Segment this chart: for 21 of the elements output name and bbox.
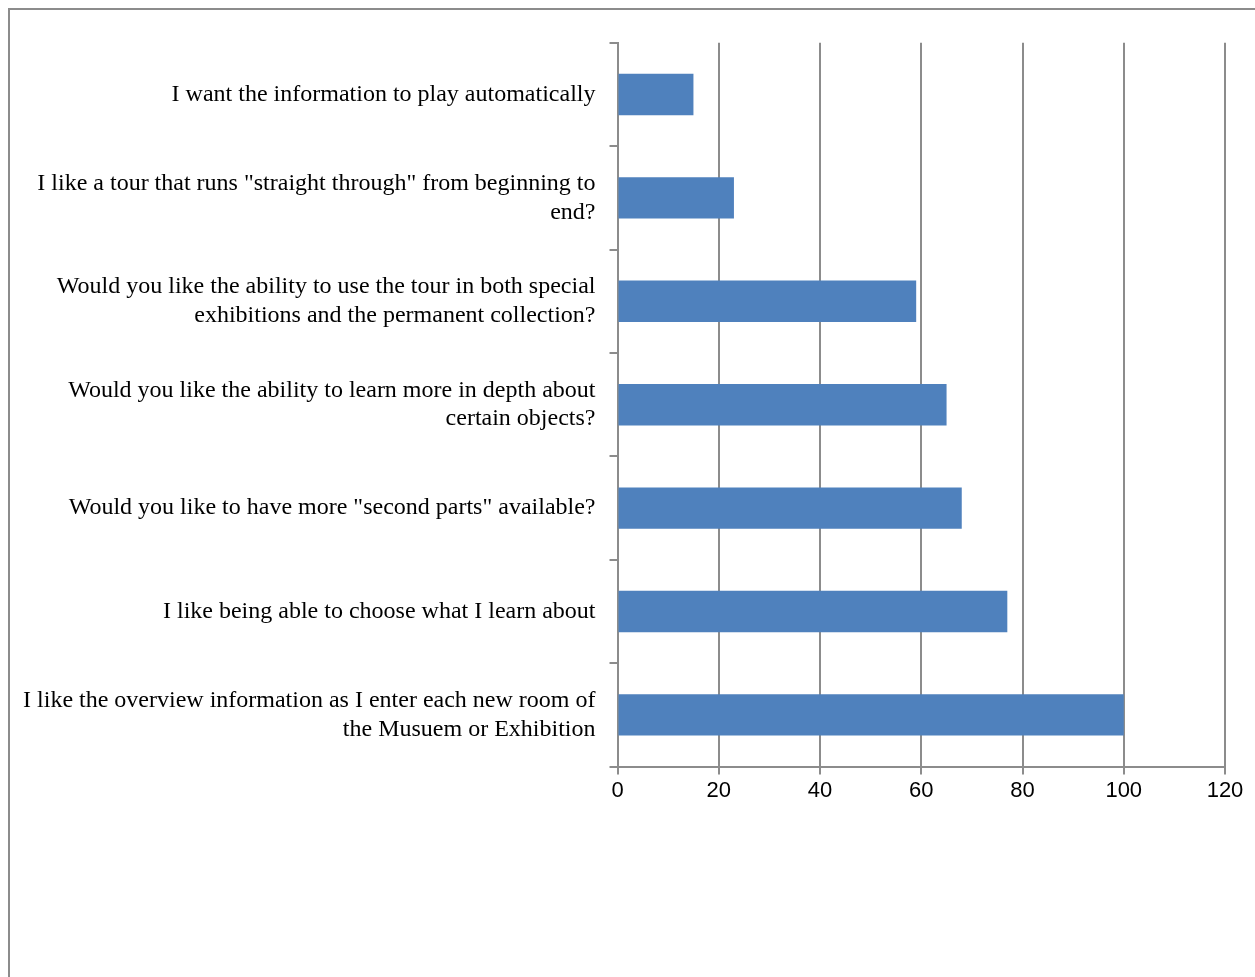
x-tick-label: 80 — [1010, 776, 1035, 802]
y-tick-label: I like the overview information as I enter each new room of the Musuem or Exhibition — [23, 685, 596, 741]
bar — [618, 487, 962, 529]
y-tick-label: Would you like the ability to learn more in depth about certain objects? — [68, 375, 596, 431]
bar — [618, 694, 1124, 736]
x-tick-label: 100 — [1105, 776, 1143, 802]
y-tick-label: Would you like to have more "second parts" available? — [68, 493, 596, 520]
x-tick-label: 0 — [611, 776, 624, 802]
y-tick-label: I like being able to choose what I learn about — [162, 596, 596, 623]
x-tick-label: 120 — [1206, 776, 1244, 802]
bar — [618, 73, 694, 116]
bar — [618, 590, 1008, 633]
y-tick-label: I like a tour that runs "straight through" from beginning to end? — [37, 168, 596, 224]
bar — [618, 177, 734, 219]
x-tick-label: 20 — [706, 776, 731, 802]
bar — [618, 384, 947, 426]
y-tick-label: Would you like the ability to use the tour in both special exhibitions and the permanent collection? — [56, 272, 596, 327]
x-tick-label: 40 — [807, 776, 833, 802]
y-tick-label: I want the information to play automatically — [171, 79, 596, 106]
bar — [618, 280, 917, 322]
x-tick-label: 60 — [909, 776, 934, 802]
